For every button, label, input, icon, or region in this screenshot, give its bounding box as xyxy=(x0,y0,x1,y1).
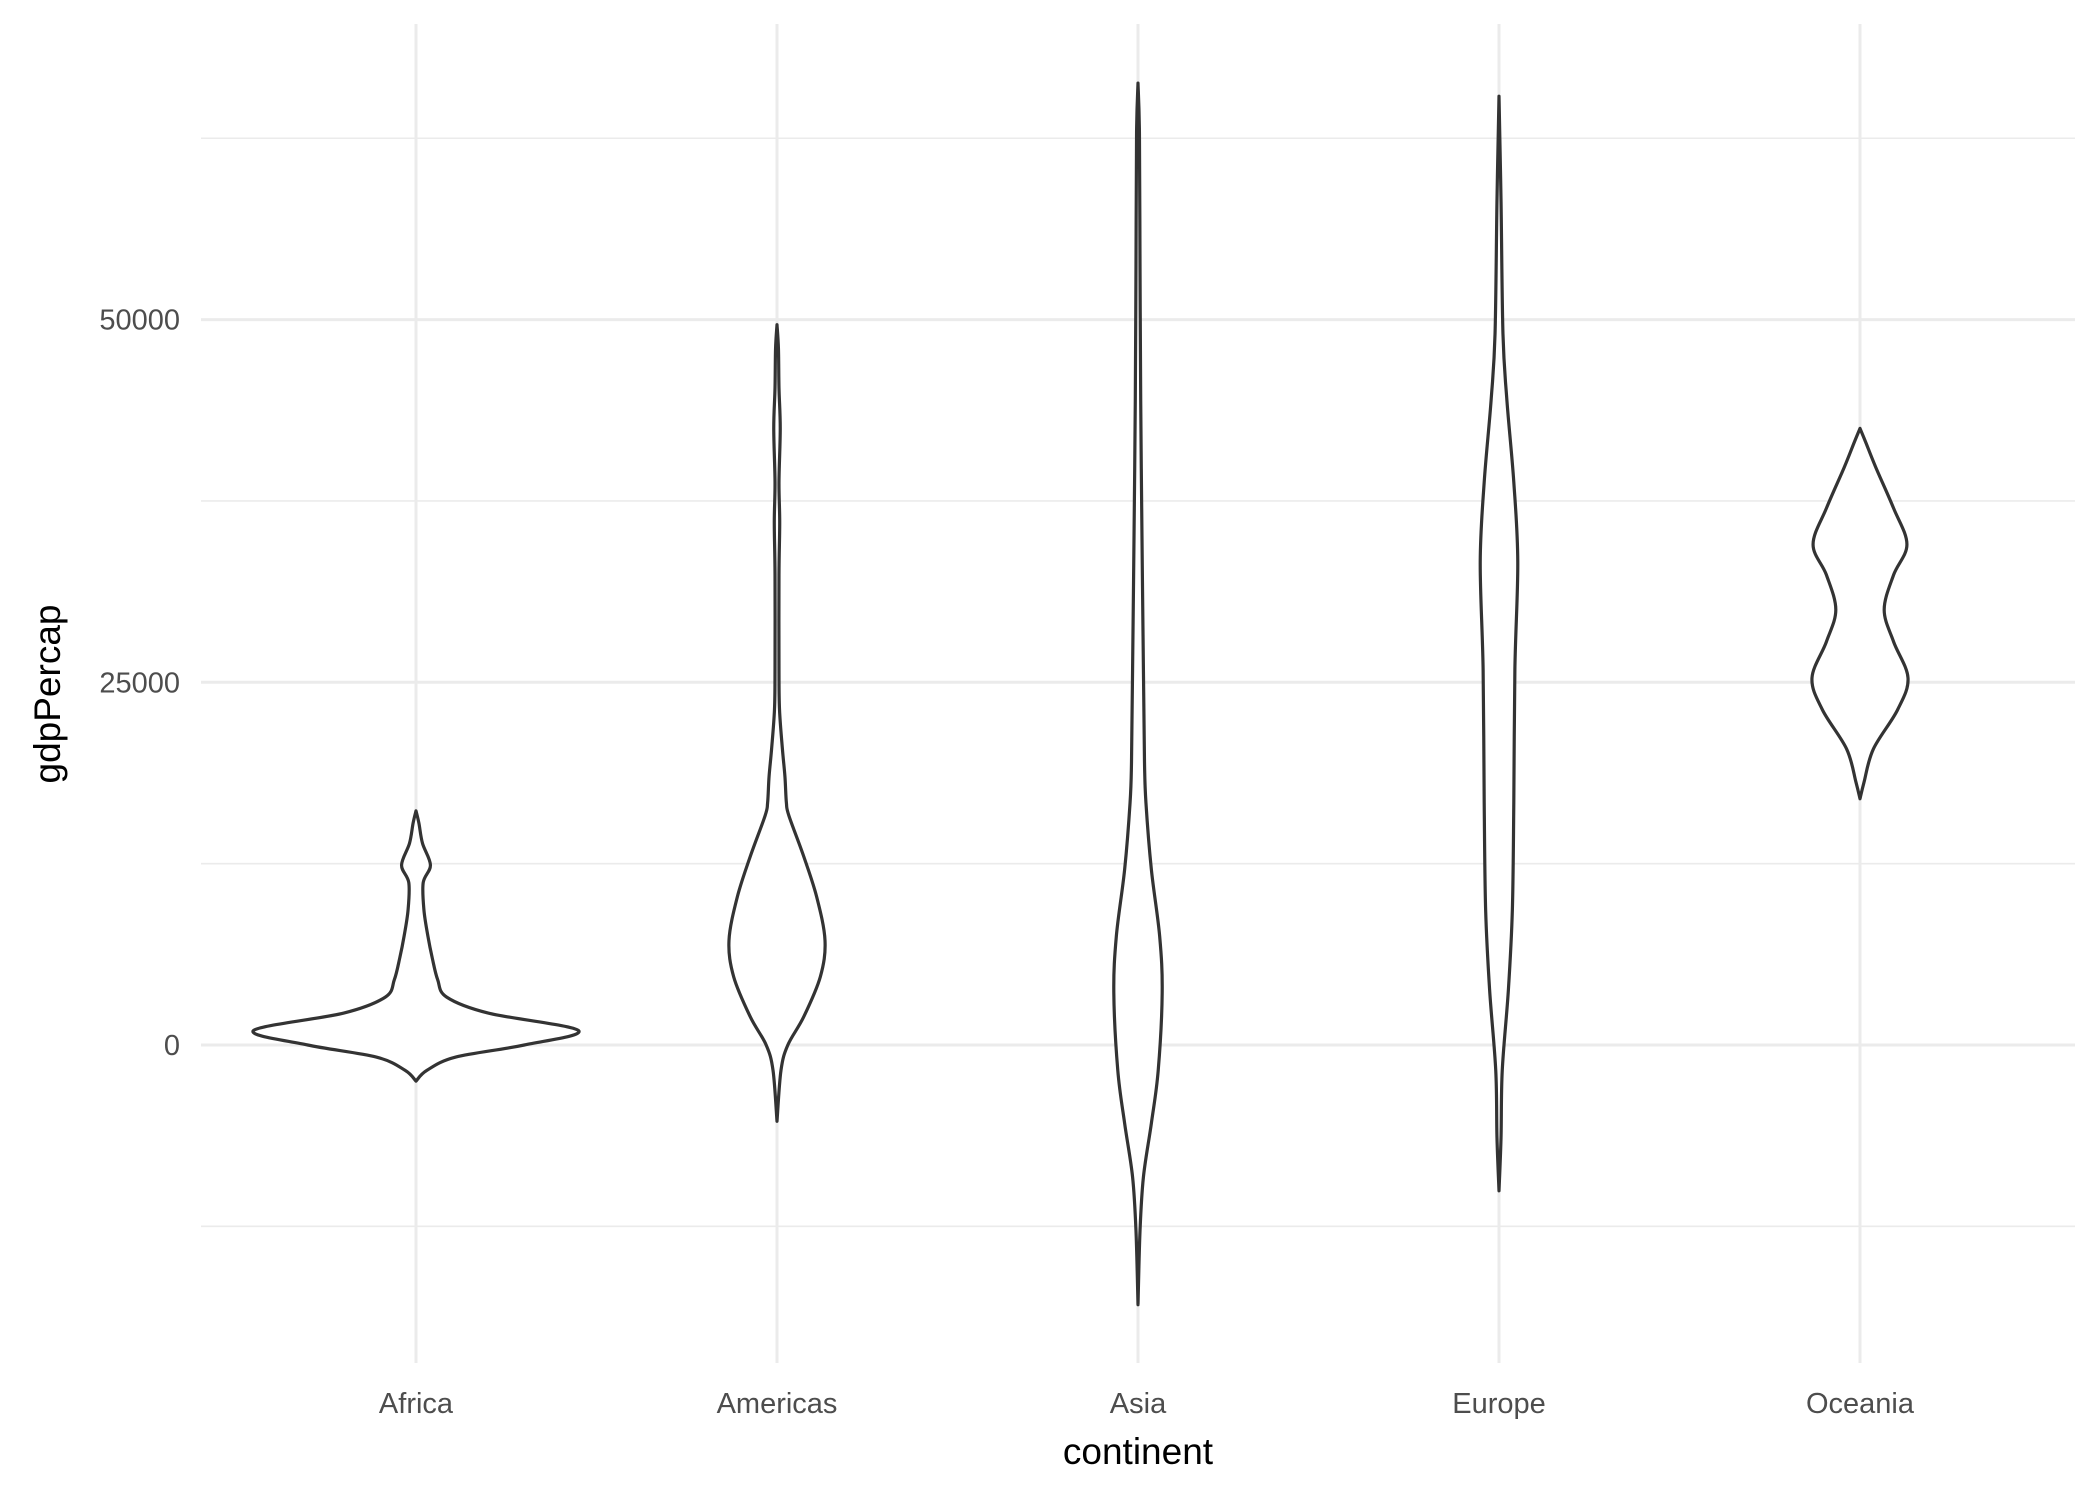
y-tick-label: 50000 xyxy=(99,305,180,337)
x-tick-label: Africa xyxy=(379,1388,454,1420)
x-axis-title: continent xyxy=(1063,1431,1214,1472)
x-tick-label: Europe xyxy=(1452,1388,1546,1420)
violin-asia xyxy=(1112,81,1164,1307)
violins xyxy=(251,81,1910,1307)
y-axis-title: gdpPercap xyxy=(27,605,68,784)
x-tick-label: Oceania xyxy=(1806,1388,1915,1420)
y-axis-ticks: 0 25000 50000 xyxy=(99,305,180,1062)
x-axis-ticks: Africa Americas Asia Europe Oceania xyxy=(379,1388,1915,1420)
violin-africa xyxy=(251,809,581,1083)
x-tick-label: Asia xyxy=(1110,1388,1167,1420)
violin-europe xyxy=(1478,94,1520,1193)
x-tick-label: Americas xyxy=(717,1388,838,1420)
y-tick-label: 0 xyxy=(164,1030,180,1062)
violin-oceania xyxy=(1810,426,1910,801)
y-tick-label: 25000 xyxy=(99,667,180,699)
violin-americas xyxy=(727,323,827,1123)
